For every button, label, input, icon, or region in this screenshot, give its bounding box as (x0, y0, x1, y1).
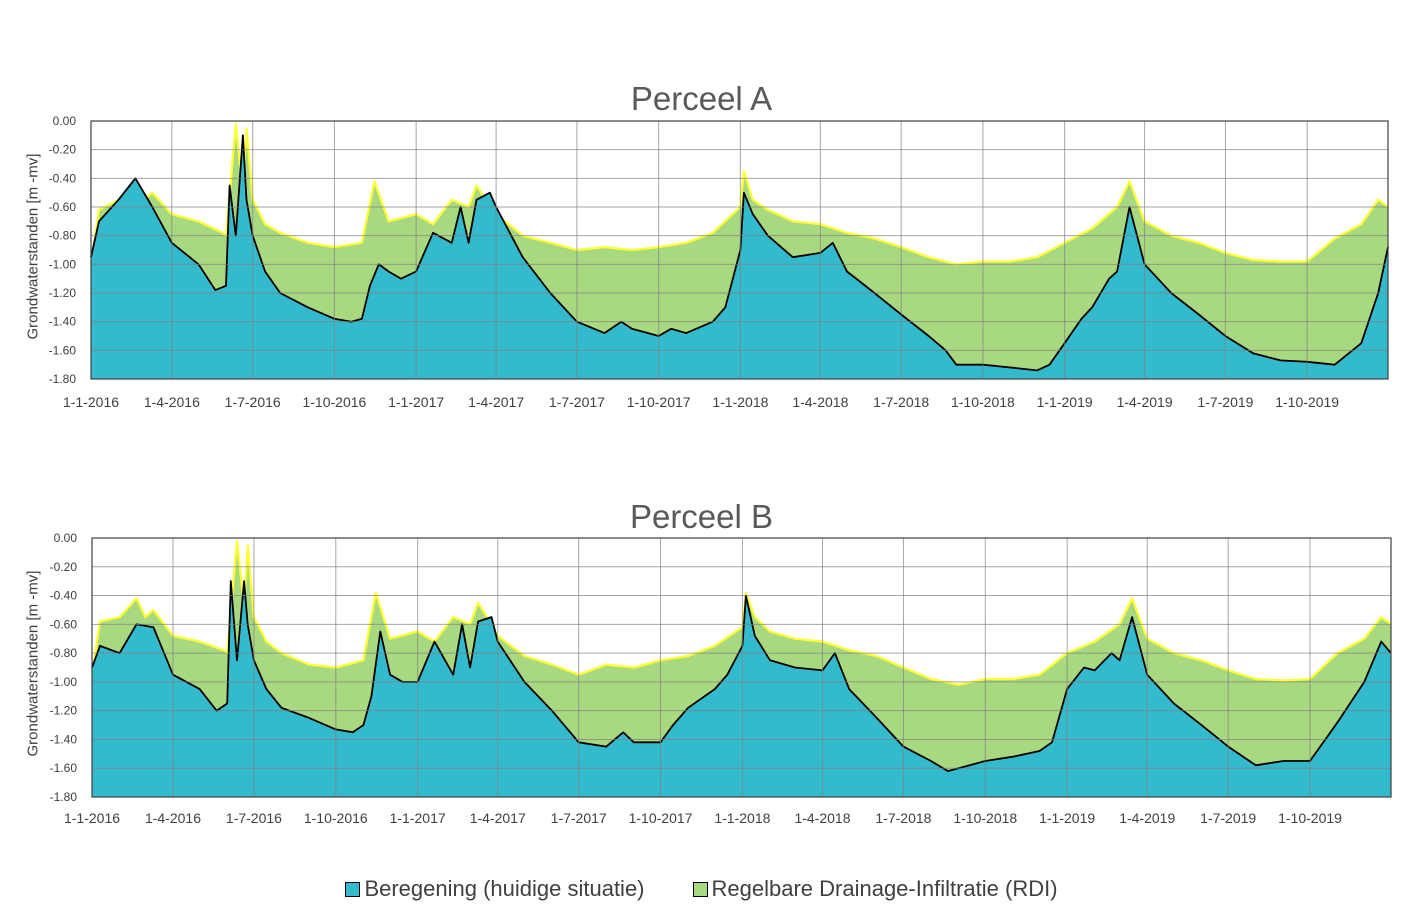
x-tick-label: 1-1-2018 (714, 810, 770, 826)
legend-label: Regelbare Drainage-Infiltratie (RDI) (711, 876, 1058, 901)
x-tick-label: 1-1-2016 (63, 394, 119, 410)
x-tick-label: 1-4-2019 (1119, 810, 1175, 826)
x-tick-label: 1-1-2018 (712, 394, 768, 410)
x-tick-label: 1-4-2018 (794, 810, 850, 826)
x-tick-label: 1-7-2016 (225, 394, 281, 410)
x-tick-label: 1-1-2017 (390, 810, 446, 826)
x-tick-label: 1-1-2016 (64, 810, 120, 826)
x-tick-label: 1-1-2019 (1039, 810, 1095, 826)
y-tick-label: -0.60 (50, 617, 78, 631)
x-tick-label: 1-4-2019 (1117, 394, 1173, 410)
x-tick-label: 1-4-2017 (470, 810, 526, 826)
series-beregening-area (92, 581, 1391, 797)
x-tick-label: 1-7-2018 (875, 810, 931, 826)
x-tick-label: 1-4-2016 (145, 810, 201, 826)
y-tick-label: -0.80 (49, 229, 77, 243)
x-tick-label: 1-10-2019 (1275, 394, 1339, 410)
y-tick-label: -0.60 (49, 200, 77, 214)
y-tick-label: -0.40 (49, 171, 77, 185)
legend-item-beregening: Beregening (huidige situatie) (345, 876, 645, 902)
x-tick-label: 1-4-2017 (468, 394, 524, 410)
x-tick-label: 1-1-2017 (388, 394, 444, 410)
x-tick-label: 1-10-2018 (951, 394, 1015, 410)
x-tick-label: 1-7-2016 (226, 810, 282, 826)
legend-label: Beregening (huidige situatie) (364, 876, 645, 901)
x-tick-label: 1-10-2017 (627, 394, 691, 410)
x-tick-label: 1-7-2017 (551, 810, 607, 826)
x-tick-label: 1-7-2018 (873, 394, 929, 410)
y-tick-label: -0.80 (50, 646, 78, 660)
x-tick-label: 1-10-2016 (302, 394, 366, 410)
legend-item-rdi: Regelbare Drainage-Infiltratie (RDI) (692, 876, 1058, 902)
plot-border (90, 120, 1389, 380)
x-tick-label: 1-7-2019 (1197, 394, 1253, 410)
x-tick-label: 1-1-2019 (1037, 394, 1093, 410)
x-tick-label: 1-10-2017 (629, 810, 693, 826)
x-tick-label: 1-10-2016 (304, 810, 368, 826)
y-tick-label: -0.20 (50, 560, 78, 574)
x-tick-label: 1-10-2019 (1278, 810, 1342, 826)
y-tick-label: -1.00 (49, 257, 77, 271)
y-tick-label: -1.60 (49, 343, 77, 357)
y-tick-label: -1.60 (50, 761, 78, 775)
y-tick-label: -1.20 (50, 704, 78, 718)
x-tick-label: 1-7-2017 (549, 394, 605, 410)
plot-area: 0.00 -0.20 -0.40 -0.60 -0.80 -1.00 -1.20 -1.40 -… (49, 114, 1389, 410)
chart-perceel-b: Perceel B Grondwaterstanden [m -mv] 0.00… (25, 498, 1392, 826)
x-tick-label: 1-7-2019 (1200, 810, 1256, 826)
legend-swatch-rdi (692, 881, 708, 897)
series-beregening-area (91, 135, 1388, 379)
y-tick-label: -0.20 (49, 143, 77, 157)
x-tick-label: 1-10-2018 (953, 810, 1017, 826)
y-tick-label: -1.00 (50, 675, 78, 689)
x-tick-label: 1-4-2018 (792, 394, 848, 410)
plot-border (91, 537, 1392, 798)
y-tick-label: -1.80 (49, 372, 77, 386)
series-rdi-line (90, 539, 1392, 686)
y-tick-label: 0.00 (53, 114, 77, 128)
legend-swatch-beregening (345, 881, 361, 897)
y-tick-label: 0.00 (54, 531, 78, 545)
chart-title: Perceel B (629, 498, 774, 535)
plot-area: 0.00 -0.20 -0.40 -0.60 -0.80 -1.00 -1.20 -1.40 -… (50, 531, 1392, 826)
chart-title: Perceel A (630, 80, 773, 117)
legend: Beregening (huidige situatie) Regelbare … (0, 876, 1403, 902)
y-tick-label: -1.20 (49, 286, 77, 300)
y-tick-label: -1.40 (49, 315, 77, 329)
y-tick-label: -1.40 (50, 732, 78, 746)
x-tick-label: 1-4-2016 (144, 394, 200, 410)
y-tick-label: -0.40 (50, 589, 78, 603)
chart-perceel-a: Perceel A Grondwaterstanden [m -mv] 0.00… (0, 0, 1403, 440)
y-tick-label: -1.80 (50, 790, 78, 804)
